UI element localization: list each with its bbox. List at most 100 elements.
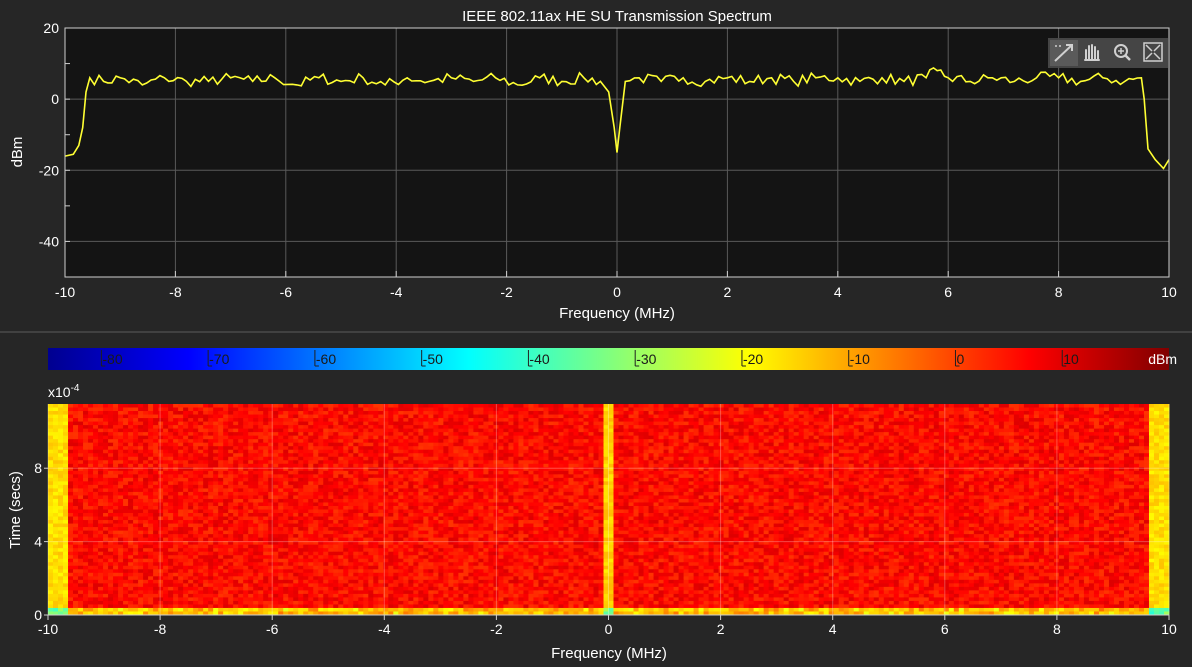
spectrogram-plot-area[interactable] [47, 404, 1170, 616]
spectrogram-cell [628, 456, 634, 461]
spectrogram-cell [198, 470, 204, 475]
spectrogram-cell [468, 425, 474, 430]
spectrogram-cell [218, 428, 224, 433]
spectrogram-cell [138, 467, 144, 472]
spectrogram-cell [1038, 460, 1045, 465]
spectrogram-cell [428, 414, 434, 419]
spectrogram-cell [783, 474, 790, 479]
spectrogram-cell [1033, 421, 1040, 426]
spectrogram-cell [1048, 442, 1055, 447]
spectrogram-cell [793, 418, 800, 422]
spectrogram-cell [573, 439, 579, 444]
spectrogram-cell [103, 435, 109, 440]
fit-to-view-icon[interactable] [1143, 42, 1163, 62]
spectrogram-cell [743, 474, 750, 479]
spectrogram-cell [113, 456, 119, 461]
spectrogram-cell [923, 411, 930, 415]
spectrogram-cell [818, 421, 825, 426]
spectrogram-cell [1053, 428, 1060, 433]
spectrogram-cell [303, 456, 309, 461]
spectrogram-cell [93, 432, 99, 437]
spectrogram-cell [423, 439, 429, 444]
spectrogram-cell [403, 477, 409, 482]
spectrogram-cell [993, 477, 1000, 482]
spectrogram-cell [73, 418, 79, 422]
spectrogram-cell [183, 463, 189, 468]
spectrogram-cell [168, 453, 174, 458]
spectrogram-cell [598, 407, 604, 412]
spectrogram-cell [843, 425, 850, 430]
spectrogram-cell [918, 439, 925, 444]
spectrogram-cell [648, 477, 654, 482]
spectrogram-cell [178, 446, 184, 451]
spectrogram-cell [493, 449, 499, 454]
spectrogram-cell [78, 425, 84, 430]
spectrogram-cell [313, 463, 319, 468]
spectrogram-cell [308, 421, 314, 426]
spectrogram-cell [828, 463, 835, 468]
data-cursor-icon[interactable] [1050, 40, 1078, 66]
spectrogram-cell [413, 435, 419, 440]
spectrogram-cell [333, 439, 339, 444]
spectrogram-cell [88, 463, 94, 468]
spectrogram-cell [998, 467, 1005, 472]
spectrogram-cell [223, 418, 229, 422]
spectrogram-cell [1073, 442, 1080, 447]
spectrogram-cell [888, 421, 895, 426]
spectrogram-cell [783, 467, 790, 472]
spectrogram-cell [888, 446, 895, 451]
spectrogram-cell [303, 414, 309, 419]
spectrogram-cell [1158, 407, 1165, 412]
spectrogram-cell [118, 470, 124, 475]
spectrogram-cell [1033, 460, 1040, 465]
spectrogram-cell [1078, 463, 1085, 468]
spectrogram-cell [463, 414, 469, 419]
spectrogram-cell [363, 442, 369, 447]
spectrogram-cell [1013, 467, 1020, 472]
spectrogram-cell [473, 404, 479, 408]
spectrogram-cell [1088, 435, 1095, 440]
spectrogram-cell [713, 456, 719, 461]
spectrogram-cell [858, 418, 865, 422]
spectrogram-cell [608, 449, 614, 454]
spectrogram-cell [858, 435, 865, 440]
spectrogram-cell [148, 411, 154, 415]
spectrum-y-label: dBm [9, 137, 26, 168]
spectrogram-cell [1018, 442, 1025, 447]
spectrogram-cell [728, 446, 735, 451]
spectrogram-cell [263, 411, 269, 415]
spectrogram-cell [1058, 411, 1065, 415]
spectrogram-cell [613, 404, 619, 408]
spectrogram-cell [573, 435, 579, 440]
spectrogram-cell [423, 474, 429, 479]
spectrogram-cell [583, 442, 589, 447]
spectrogram-cell [713, 446, 719, 451]
spectrogram-cell [318, 477, 324, 482]
spectrogram-cell [208, 411, 214, 415]
spectrogram-cell [628, 467, 634, 472]
spectrogram-cell [453, 474, 459, 479]
spectrogram-cell [308, 407, 314, 412]
spectrogram-cell [1023, 404, 1030, 408]
spectrogram-cell [403, 453, 409, 458]
spectrogram-cell [903, 439, 910, 444]
spectrogram-cell [1038, 449, 1045, 454]
spectrogram-cell [493, 467, 499, 472]
spectrogram-cell [653, 407, 659, 412]
spectrogram-cell [973, 439, 980, 444]
spectrogram-cell [878, 432, 885, 437]
spectrogram-cell [843, 435, 850, 440]
spectrogram-cell [198, 477, 204, 482]
spectrogram-cell [978, 477, 985, 482]
spectrogram-cell [393, 435, 399, 440]
spectrogram-cell [578, 453, 584, 458]
spectrogram-cell [623, 432, 629, 437]
spectrogram-cell [68, 421, 74, 426]
zoom-in-icon[interactable] [1114, 44, 1131, 61]
spectrogram-cell [638, 407, 644, 412]
spectrogram-cell [508, 421, 514, 426]
spectrogram-cell [293, 463, 299, 468]
pan-hand-icon[interactable] [1084, 44, 1100, 61]
spectrogram-cell [983, 411, 990, 415]
spectrogram-cell [128, 418, 134, 422]
